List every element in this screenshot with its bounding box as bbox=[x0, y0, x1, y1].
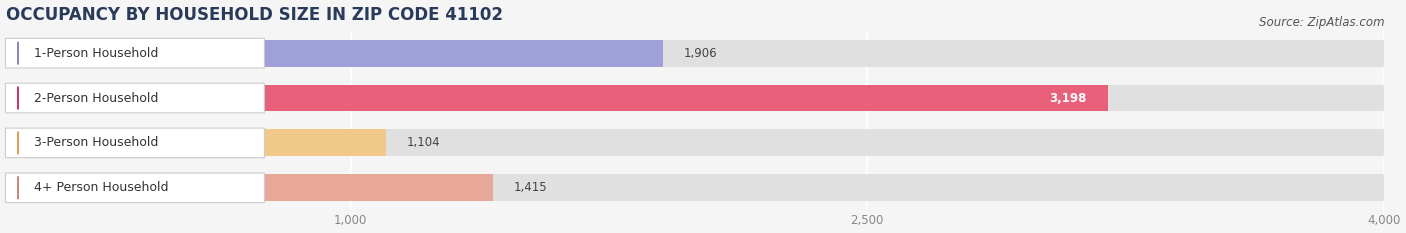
FancyBboxPatch shape bbox=[6, 38, 264, 68]
FancyBboxPatch shape bbox=[6, 173, 264, 203]
Bar bbox=[6, 174, 494, 201]
Text: 1-Person Household: 1-Person Household bbox=[34, 47, 157, 60]
FancyBboxPatch shape bbox=[6, 128, 264, 158]
Text: 1,415: 1,415 bbox=[515, 181, 548, 194]
Text: 1,906: 1,906 bbox=[683, 47, 717, 60]
Bar bbox=[6, 85, 1384, 112]
Text: 2-Person Household: 2-Person Household bbox=[34, 92, 157, 105]
Text: OCCUPANCY BY HOUSEHOLD SIZE IN ZIP CODE 41102: OCCUPANCY BY HOUSEHOLD SIZE IN ZIP CODE … bbox=[6, 6, 503, 24]
Text: 3,198: 3,198 bbox=[1049, 92, 1087, 105]
Bar bbox=[6, 85, 1108, 112]
Bar bbox=[6, 130, 387, 156]
Bar bbox=[6, 40, 662, 67]
Text: Source: ZipAtlas.com: Source: ZipAtlas.com bbox=[1260, 16, 1385, 29]
Bar bbox=[6, 40, 1384, 67]
Bar bbox=[6, 130, 1384, 156]
Text: 1,104: 1,104 bbox=[406, 137, 440, 149]
Text: 3-Person Household: 3-Person Household bbox=[34, 137, 157, 149]
Bar bbox=[6, 174, 1384, 201]
Text: 4+ Person Household: 4+ Person Household bbox=[34, 181, 169, 194]
FancyBboxPatch shape bbox=[6, 83, 264, 113]
